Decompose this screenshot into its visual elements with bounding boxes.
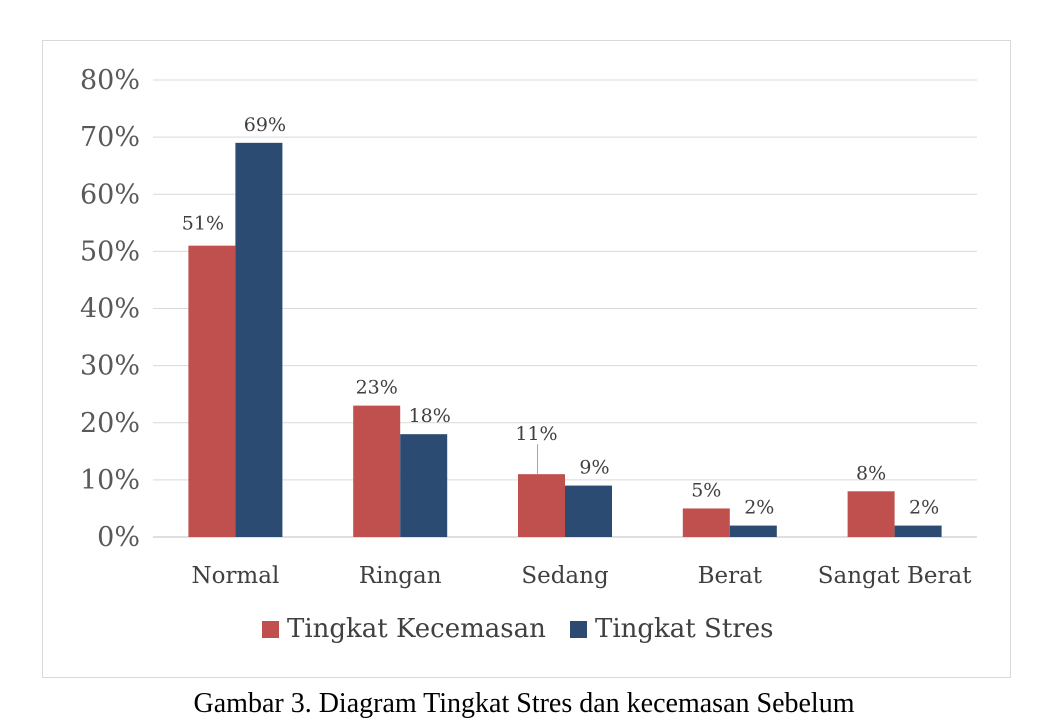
y-tick-label: 70% <box>80 122 140 153</box>
data-label: 2% <box>744 497 774 519</box>
data-label: 5% <box>691 479 721 501</box>
y-tick-label: 60% <box>80 179 140 210</box>
bar-sangat-berat-kecemasan <box>847 491 895 537</box>
data-label: 18% <box>409 405 451 427</box>
y-tick-label: 20% <box>80 408 140 439</box>
data-label: 23% <box>356 377 398 399</box>
x-tick-label: Sangat Berat <box>818 563 972 589</box>
bar-berat-stres <box>729 525 777 537</box>
x-tick-label: Berat <box>698 563 763 589</box>
bar-chart: 0% 10% 20% 30% 40% 50% 60% 70% 80% 51% 69% Normal 23… <box>80 65 977 644</box>
bar-normal-stres <box>235 142 283 537</box>
data-label: 11% <box>515 423 557 445</box>
bar-ringan-stres <box>400 434 448 537</box>
y-tick-label: 80% <box>80 65 140 96</box>
x-tick-label: Sedang <box>521 563 609 589</box>
data-label: 8% <box>856 462 886 484</box>
legend-swatch <box>262 621 279 638</box>
y-tick-label: 0% <box>97 522 140 553</box>
bar-sedang-stres <box>565 485 612 537</box>
bar-ringan-kecemasan <box>353 405 401 537</box>
legend-swatch <box>570 621 587 638</box>
data-label: 51% <box>182 213 224 235</box>
bar-sedang-kecemasan <box>518 474 565 537</box>
data-label: 2% <box>909 497 939 519</box>
x-tick-label: Ringan <box>359 563 442 589</box>
data-label: 9% <box>579 457 609 479</box>
legend-label: Tingkat Stres <box>595 614 773 644</box>
figure-caption: Gambar 3. Diagram Tingkat Stres dan kece… <box>193 688 855 719</box>
legend-label: Tingkat Kecemasan <box>287 614 546 644</box>
y-tick-label: 50% <box>80 236 140 267</box>
bar-sangat-berat-stres <box>894 525 942 537</box>
y-tick-label: 30% <box>80 351 140 382</box>
y-tick-label: 10% <box>80 465 140 496</box>
data-label: 69% <box>244 114 286 136</box>
bar-normal-kecemasan <box>188 245 236 537</box>
y-tick-label: 40% <box>80 294 140 325</box>
x-tick-label: Normal <box>191 563 279 589</box>
bar-berat-kecemasan <box>682 508 730 537</box>
